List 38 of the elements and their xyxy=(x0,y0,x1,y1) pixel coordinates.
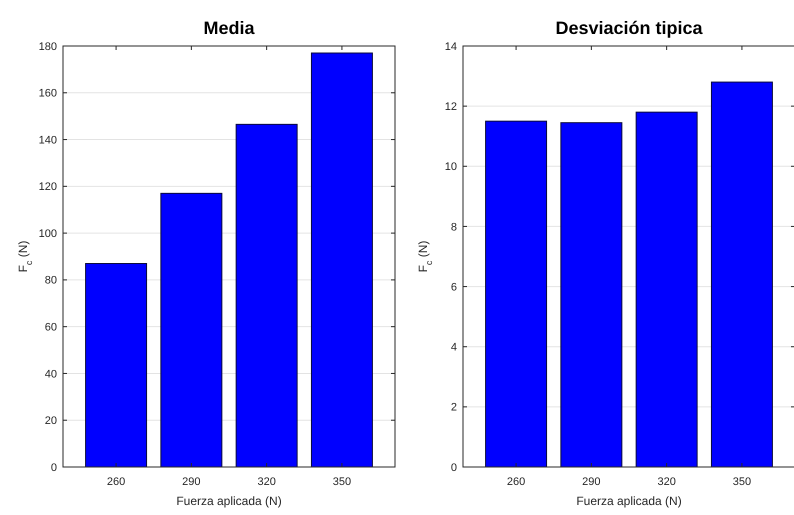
y-tick-label: 2 xyxy=(450,402,457,414)
y-tick-label: 140 xyxy=(38,134,57,146)
x-axis-title: Fuerza aplicada (N) xyxy=(176,494,282,508)
y-tick-label: 0 xyxy=(450,462,457,474)
y-tick-label: 6 xyxy=(450,281,457,294)
x-tick-label: 260 xyxy=(106,476,126,488)
y-tick-label: 10 xyxy=(444,161,457,174)
y-tick-label: 8 xyxy=(450,221,457,234)
bar xyxy=(85,263,148,468)
bar xyxy=(160,192,222,468)
y-tick-label: 14 xyxy=(444,40,457,53)
x-tick-label: 290 xyxy=(182,476,201,488)
y-tick-label: 12 xyxy=(444,100,457,113)
y-tick-label: 100 xyxy=(38,228,57,240)
chart-title: Desviación tipica xyxy=(555,18,704,38)
bar xyxy=(236,124,298,468)
x-tick-label: 350 xyxy=(732,476,752,488)
x-tick-label: 260 xyxy=(506,476,526,488)
x-tick-label: 320 xyxy=(257,476,276,488)
bar xyxy=(310,52,373,468)
bar xyxy=(710,82,773,468)
y-tick-label: 60 xyxy=(44,322,57,334)
bar xyxy=(560,122,622,468)
y-tick-label: 120 xyxy=(38,181,57,194)
y-tick-label: 40 xyxy=(44,368,57,380)
x-tick-label: 290 xyxy=(582,476,601,488)
x-axis-title: Fuerza aplicada (N) xyxy=(576,494,682,508)
y-tick-label: 160 xyxy=(38,88,57,100)
x-tick-label: 320 xyxy=(657,476,676,488)
y-tick-label: 4 xyxy=(450,342,457,354)
y-tick-label: 20 xyxy=(44,415,57,428)
bar xyxy=(636,112,698,468)
chart-title: Media xyxy=(203,18,256,38)
bar xyxy=(485,120,548,468)
x-tick-label: 350 xyxy=(332,476,352,488)
y-tick-label: 0 xyxy=(50,462,57,474)
y-tick-label: 80 xyxy=(44,274,57,287)
y-tick-label: 180 xyxy=(38,40,57,53)
